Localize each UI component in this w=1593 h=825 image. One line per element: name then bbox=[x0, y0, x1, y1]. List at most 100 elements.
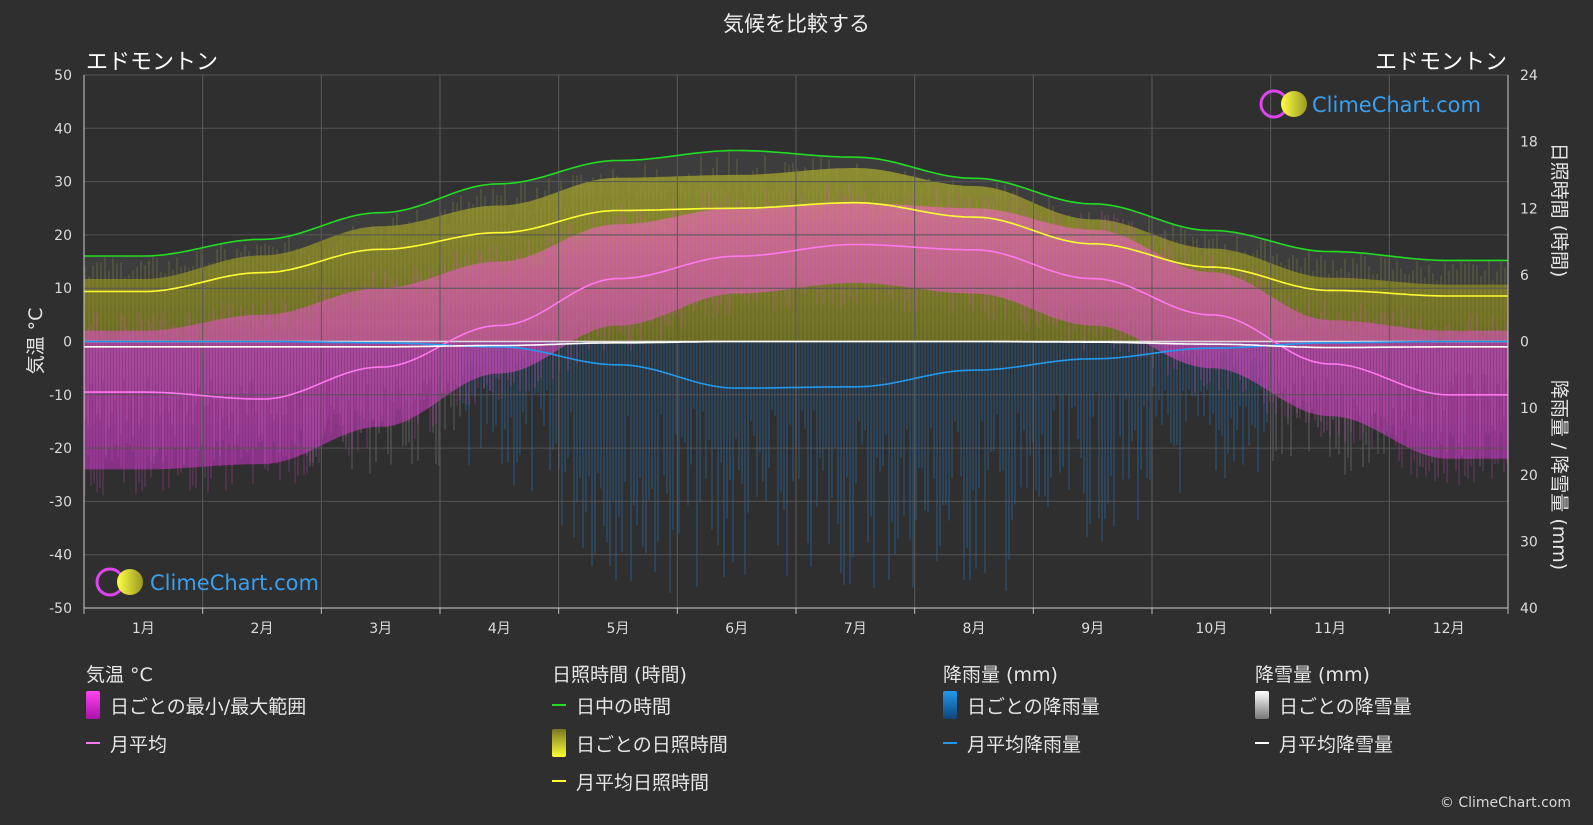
sunshine-avg-line bbox=[84, 201, 1508, 297]
temp-range-streak bbox=[135, 350, 137, 495]
temp-range-streak bbox=[903, 223, 905, 312]
temp-range-streak bbox=[1479, 350, 1481, 448]
temp-range-streak bbox=[369, 302, 371, 413]
precip-streak bbox=[492, 341, 494, 433]
precip-streak bbox=[873, 341, 875, 588]
precip-streak bbox=[918, 341, 920, 469]
precip-streak bbox=[1212, 341, 1214, 414]
temp-range-streak bbox=[168, 341, 170, 488]
temp-range-streak bbox=[294, 319, 296, 484]
precip-streak bbox=[666, 341, 668, 494]
temp-range-streak bbox=[918, 224, 920, 265]
precip-streak bbox=[1128, 341, 1130, 480]
precip-streak bbox=[747, 341, 749, 513]
temp-range-streak bbox=[1068, 244, 1070, 345]
temp-range-streak bbox=[1359, 302, 1361, 441]
temp-range-streak bbox=[1236, 286, 1238, 360]
temp-range-streak bbox=[1287, 297, 1289, 418]
sunshine-streak bbox=[1312, 271, 1314, 342]
precip-streak bbox=[1176, 341, 1178, 445]
temp-range-streak bbox=[1197, 278, 1199, 356]
precip-streak bbox=[1002, 341, 1004, 471]
temp-range-streak bbox=[1332, 339, 1334, 419]
temp-range-streak bbox=[1002, 215, 1004, 283]
temp-range-streak bbox=[408, 295, 410, 423]
temp-range-streak bbox=[612, 244, 614, 308]
temp-range-streak bbox=[240, 307, 242, 458]
temp-range-streak bbox=[867, 205, 869, 290]
temp-range-streak bbox=[924, 212, 926, 290]
sunshine-streak bbox=[264, 243, 266, 342]
sunshine-streak bbox=[1280, 261, 1282, 342]
sunshine-streak bbox=[308, 254, 310, 342]
sunshine-streak bbox=[164, 272, 166, 342]
sunshine-streak bbox=[1416, 261, 1418, 342]
temp-range-streak bbox=[1476, 314, 1478, 450]
legend-daylight: 日中の時間 bbox=[552, 686, 728, 724]
precip-streak bbox=[600, 341, 602, 489]
sunshine-streak bbox=[1348, 271, 1350, 342]
precip-streak bbox=[540, 341, 542, 410]
temp-range-streak bbox=[1242, 271, 1244, 393]
temp-range-streak bbox=[393, 282, 395, 427]
precip-streak bbox=[978, 341, 980, 489]
temp-range-streak bbox=[249, 332, 251, 450]
temp-range-streak bbox=[1023, 203, 1025, 324]
temp-range-streak bbox=[729, 222, 731, 315]
precip-streak bbox=[1014, 341, 1016, 505]
precip-streak bbox=[882, 341, 884, 466]
precip-streak bbox=[969, 341, 971, 581]
temp-range-streak bbox=[1080, 213, 1082, 321]
precip-streak bbox=[555, 341, 557, 444]
temp-range-streak bbox=[561, 230, 563, 340]
temp-range-streak bbox=[837, 223, 839, 283]
temp-range-streak bbox=[1284, 315, 1286, 417]
precip-streak bbox=[903, 341, 905, 516]
temp-range-streak bbox=[603, 234, 605, 351]
precip-streak bbox=[1017, 341, 1019, 413]
legend-rain-avg: 月平均降雨量 bbox=[943, 724, 1100, 762]
temp-range-streak bbox=[375, 309, 377, 429]
precip-streak bbox=[1065, 341, 1067, 395]
sunshine-streak bbox=[1380, 256, 1382, 342]
temp-range-streak bbox=[222, 302, 224, 440]
precip-streak bbox=[522, 341, 524, 413]
temp-range-streak bbox=[444, 262, 446, 390]
temp-range-streak bbox=[1230, 276, 1232, 349]
temp-range-streak bbox=[780, 212, 782, 289]
sunshine-streak bbox=[316, 249, 318, 342]
temp-range-streak bbox=[816, 210, 818, 304]
precip-streak bbox=[1089, 341, 1091, 524]
precip-streak bbox=[768, 341, 770, 468]
precip-streak bbox=[690, 341, 692, 465]
precip-streak bbox=[1209, 341, 1211, 426]
precip-streak bbox=[1062, 341, 1064, 467]
sunshine-streak bbox=[268, 245, 270, 342]
precip-streak bbox=[663, 341, 665, 475]
sunshine-streak bbox=[232, 258, 234, 342]
temp-range-streak bbox=[183, 347, 185, 464]
temp-range-streak bbox=[1152, 232, 1154, 368]
temp-range-streak bbox=[93, 311, 95, 484]
precip-streak bbox=[1158, 341, 1160, 400]
temp-range-streak bbox=[156, 340, 158, 453]
snow-avg-swatch bbox=[1255, 742, 1269, 744]
temp-range-streak bbox=[330, 309, 332, 434]
precip-streak bbox=[1083, 341, 1085, 494]
temp-range-streak bbox=[636, 211, 638, 305]
watermark-text-top: ClimeChart.com bbox=[1312, 93, 1481, 117]
y-right-hours-tick-label: 12 bbox=[1520, 201, 1538, 217]
temp-range-streak bbox=[324, 289, 326, 434]
sunshine-streak bbox=[336, 242, 338, 342]
temp-range-streak bbox=[909, 222, 911, 311]
temp-range-streak bbox=[372, 270, 374, 419]
temp-range-streak bbox=[942, 225, 944, 282]
temp-range-streak bbox=[354, 310, 356, 411]
sunshine-streak bbox=[328, 248, 330, 342]
temp-range-streak bbox=[297, 316, 299, 476]
sunshine-streak bbox=[1400, 268, 1402, 342]
precip-streak bbox=[963, 341, 965, 580]
precip-streak bbox=[1104, 341, 1106, 519]
temp-range-streak bbox=[1251, 268, 1253, 362]
precip-streak bbox=[507, 341, 509, 463]
